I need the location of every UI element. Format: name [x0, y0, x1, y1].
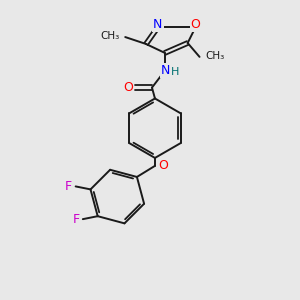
Text: O: O [190, 18, 200, 31]
Text: O: O [158, 159, 168, 172]
Text: CH₃: CH₃ [206, 51, 225, 61]
Text: H: H [171, 67, 179, 77]
Text: F: F [65, 180, 72, 193]
Text: N: N [153, 18, 163, 31]
Text: CH₃: CH₃ [100, 31, 119, 41]
Text: F: F [72, 213, 80, 226]
Text: O: O [123, 81, 133, 94]
Text: N: N [161, 64, 170, 77]
